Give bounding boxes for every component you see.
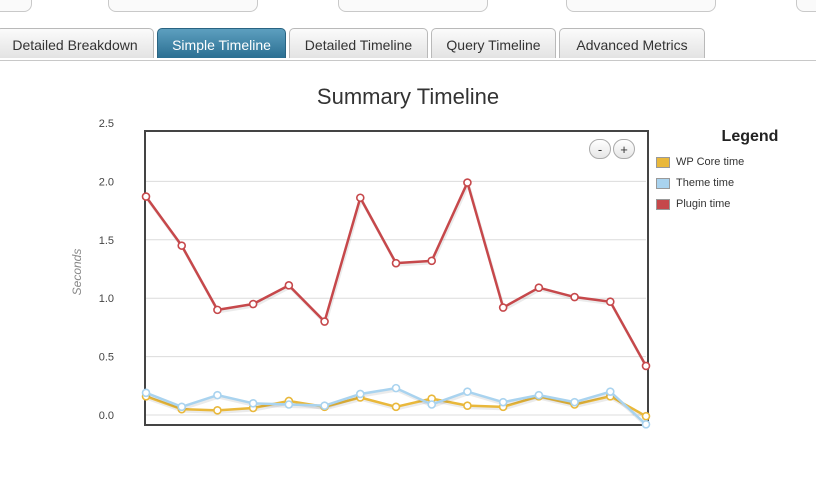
top-toolbar-strip xyxy=(0,0,816,12)
legend-title: Legend xyxy=(721,128,779,145)
data-point[interactable] xyxy=(498,397,508,407)
data-point[interactable] xyxy=(641,361,651,371)
data-point[interactable] xyxy=(141,192,151,201)
data-point[interactable] xyxy=(498,303,508,312)
series-lines xyxy=(141,178,651,429)
legend-swatch xyxy=(656,177,670,189)
data-point[interactable] xyxy=(213,390,222,400)
legend-label: WP Core time xyxy=(676,156,745,168)
data-point[interactable] xyxy=(463,387,472,396)
data-point[interactable] xyxy=(641,420,651,429)
tab-detailed-timeline[interactable]: Detailed Timeline xyxy=(289,28,428,58)
plot-frame xyxy=(144,130,649,426)
data-point[interactable] xyxy=(463,401,472,410)
data-point[interactable] xyxy=(213,305,222,315)
zoom-out-button[interactable]: - xyxy=(589,139,611,159)
data-point[interactable] xyxy=(177,241,187,250)
data-point[interactable] xyxy=(427,256,437,266)
data-point[interactable] xyxy=(141,388,151,398)
chart-title: Summary Timeline xyxy=(316,84,500,109)
data-point[interactable] xyxy=(248,299,258,309)
toolbar-button-5[interactable] xyxy=(796,0,816,12)
tab-query-timeline[interactable]: Query Timeline xyxy=(431,28,556,58)
y-tick-label: 0.5 xyxy=(99,352,114,364)
toolbar-button-1[interactable] xyxy=(0,0,32,12)
data-point[interactable] xyxy=(355,193,365,203)
data-point[interactable] xyxy=(427,400,437,409)
data-point[interactable] xyxy=(320,401,329,410)
legend-item-plugin: Plugin time xyxy=(656,196,730,212)
series-theme-time xyxy=(141,383,651,429)
data-point[interactable] xyxy=(570,397,579,407)
toolbar-button-4[interactable] xyxy=(566,0,716,12)
data-point[interactable] xyxy=(177,402,187,412)
zoom-in-button[interactable]: + xyxy=(613,139,635,159)
tab-bar: Detailed Breakdown Simple Timeline Detai… xyxy=(0,28,816,61)
gridlines xyxy=(146,180,646,416)
data-point[interactable] xyxy=(320,317,329,326)
toolbar-button-3[interactable] xyxy=(338,0,488,12)
y-tick-label: 1.5 xyxy=(99,235,114,247)
legend-swatch xyxy=(656,156,670,168)
data-point[interactable] xyxy=(248,399,258,408)
legend-label: Theme time xyxy=(676,177,735,189)
tab-detailed-breakdown[interactable]: Detailed Breakdown xyxy=(0,28,154,58)
data-point[interactable] xyxy=(570,292,579,302)
y-axis-ticks: 0.0 0.5 1.0 1.5 2.0 2.5 xyxy=(99,118,114,422)
y-tick-label: 0.0 xyxy=(99,410,114,422)
legend-swatch xyxy=(656,198,670,210)
data-point[interactable] xyxy=(391,402,401,412)
toolbar-button-2[interactable] xyxy=(108,0,258,12)
data-point[interactable] xyxy=(284,400,294,409)
data-point[interactable] xyxy=(355,389,365,399)
y-tick-label: 2.5 xyxy=(99,118,114,130)
legend-label: Plugin time xyxy=(676,198,731,210)
data-point[interactable] xyxy=(213,406,222,415)
data-point[interactable] xyxy=(463,178,472,187)
data-point[interactable] xyxy=(284,281,294,290)
data-point[interactable] xyxy=(641,411,651,421)
data-point[interactable] xyxy=(534,283,544,292)
data-point[interactable] xyxy=(391,258,401,268)
y-axis-label: Seconds xyxy=(70,249,84,296)
data-point[interactable] xyxy=(605,297,615,307)
data-point[interactable] xyxy=(605,387,615,396)
tab-advanced-metrics[interactable]: Advanced Metrics xyxy=(559,28,705,58)
legend-item-theme: Theme time xyxy=(656,175,734,191)
tab-simple-timeline[interactable]: Simple Timeline xyxy=(157,28,286,58)
data-point[interactable] xyxy=(391,383,401,393)
y-tick-label: 1.0 xyxy=(99,293,114,305)
series-line xyxy=(144,181,648,367)
data-point[interactable] xyxy=(534,390,544,400)
series-plugin-time xyxy=(141,178,651,371)
series-line-shadow xyxy=(145,180,649,369)
legend-item-wp-core: WP Core time xyxy=(656,154,744,170)
y-tick-label: 2.0 xyxy=(99,176,114,188)
